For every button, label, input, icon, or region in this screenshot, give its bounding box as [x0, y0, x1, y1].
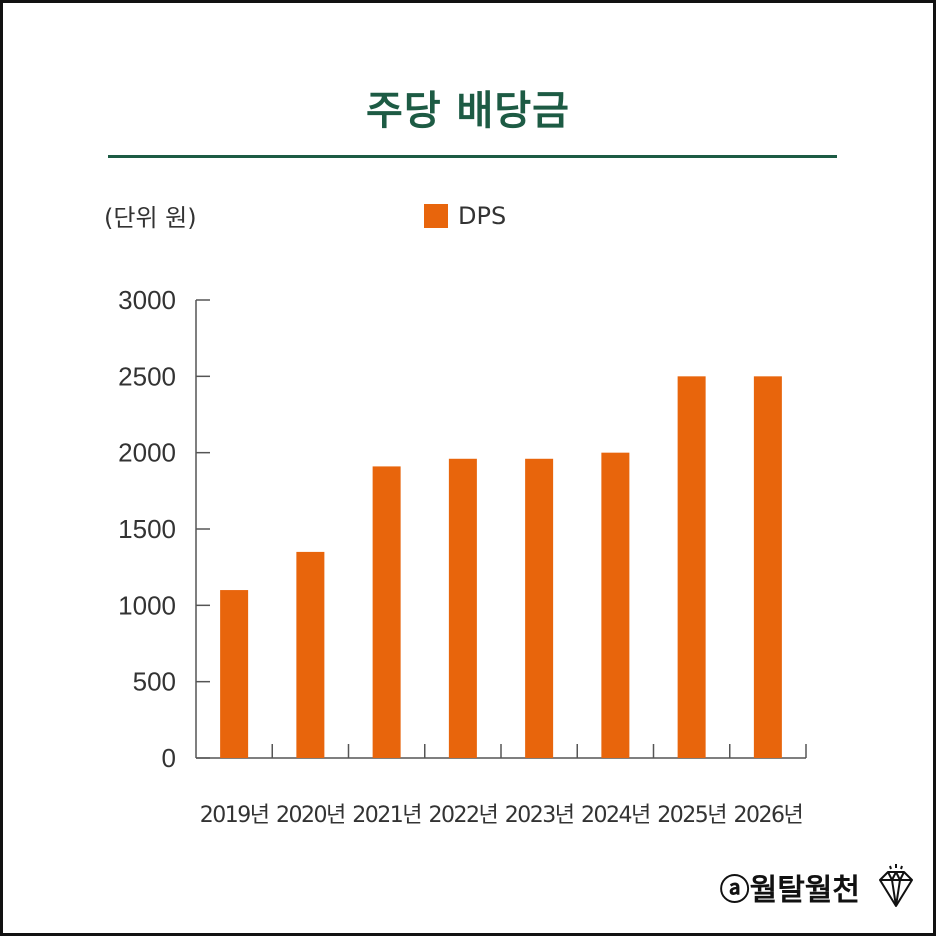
- x-tick-label: 2025년: [657, 803, 726, 828]
- bar-2024년: [601, 452, 630, 758]
- x-tick-label: 2021년: [352, 803, 421, 828]
- y-tick-label: 1000: [118, 590, 176, 620]
- chart-title: 주당 배당금: [366, 88, 570, 134]
- bar-2026년: [753, 376, 782, 758]
- x-tick-label: 2026년: [734, 803, 803, 828]
- y-tick-label: 2500: [118, 361, 176, 391]
- unit-label: (단위 원): [104, 204, 197, 232]
- legend-label: DPS: [458, 202, 507, 230]
- y-tick-label: 0: [162, 743, 176, 773]
- y-tick-label: 2000: [118, 438, 176, 468]
- watermark-text: ⓐ월탈월천: [719, 873, 860, 908]
- title-divider: [108, 155, 837, 158]
- watermark: ⓐ월탈월천: [720, 862, 918, 912]
- x-tick-label: 2019년: [200, 803, 269, 828]
- y-tick-label: 1500: [118, 514, 176, 544]
- x-tick-label: 2023년: [505, 803, 574, 828]
- legend: DPS: [424, 202, 506, 230]
- bar-2021년: [372, 466, 401, 758]
- bar-2020년: [296, 551, 325, 758]
- bar-2023년: [525, 458, 554, 758]
- x-tick-label: 2020년: [276, 803, 345, 828]
- x-tick-label: 2024년: [581, 803, 650, 828]
- diamond-icon: [879, 864, 913, 907]
- bar-2025년: [677, 376, 706, 758]
- y-tick-label: 3000: [118, 285, 176, 315]
- y-tick-label: 500: [133, 667, 176, 697]
- x-tick-label: 2022년: [429, 803, 498, 828]
- legend-swatch: [424, 204, 448, 228]
- bar-2019년: [220, 590, 249, 758]
- bar-2022년: [448, 458, 477, 758]
